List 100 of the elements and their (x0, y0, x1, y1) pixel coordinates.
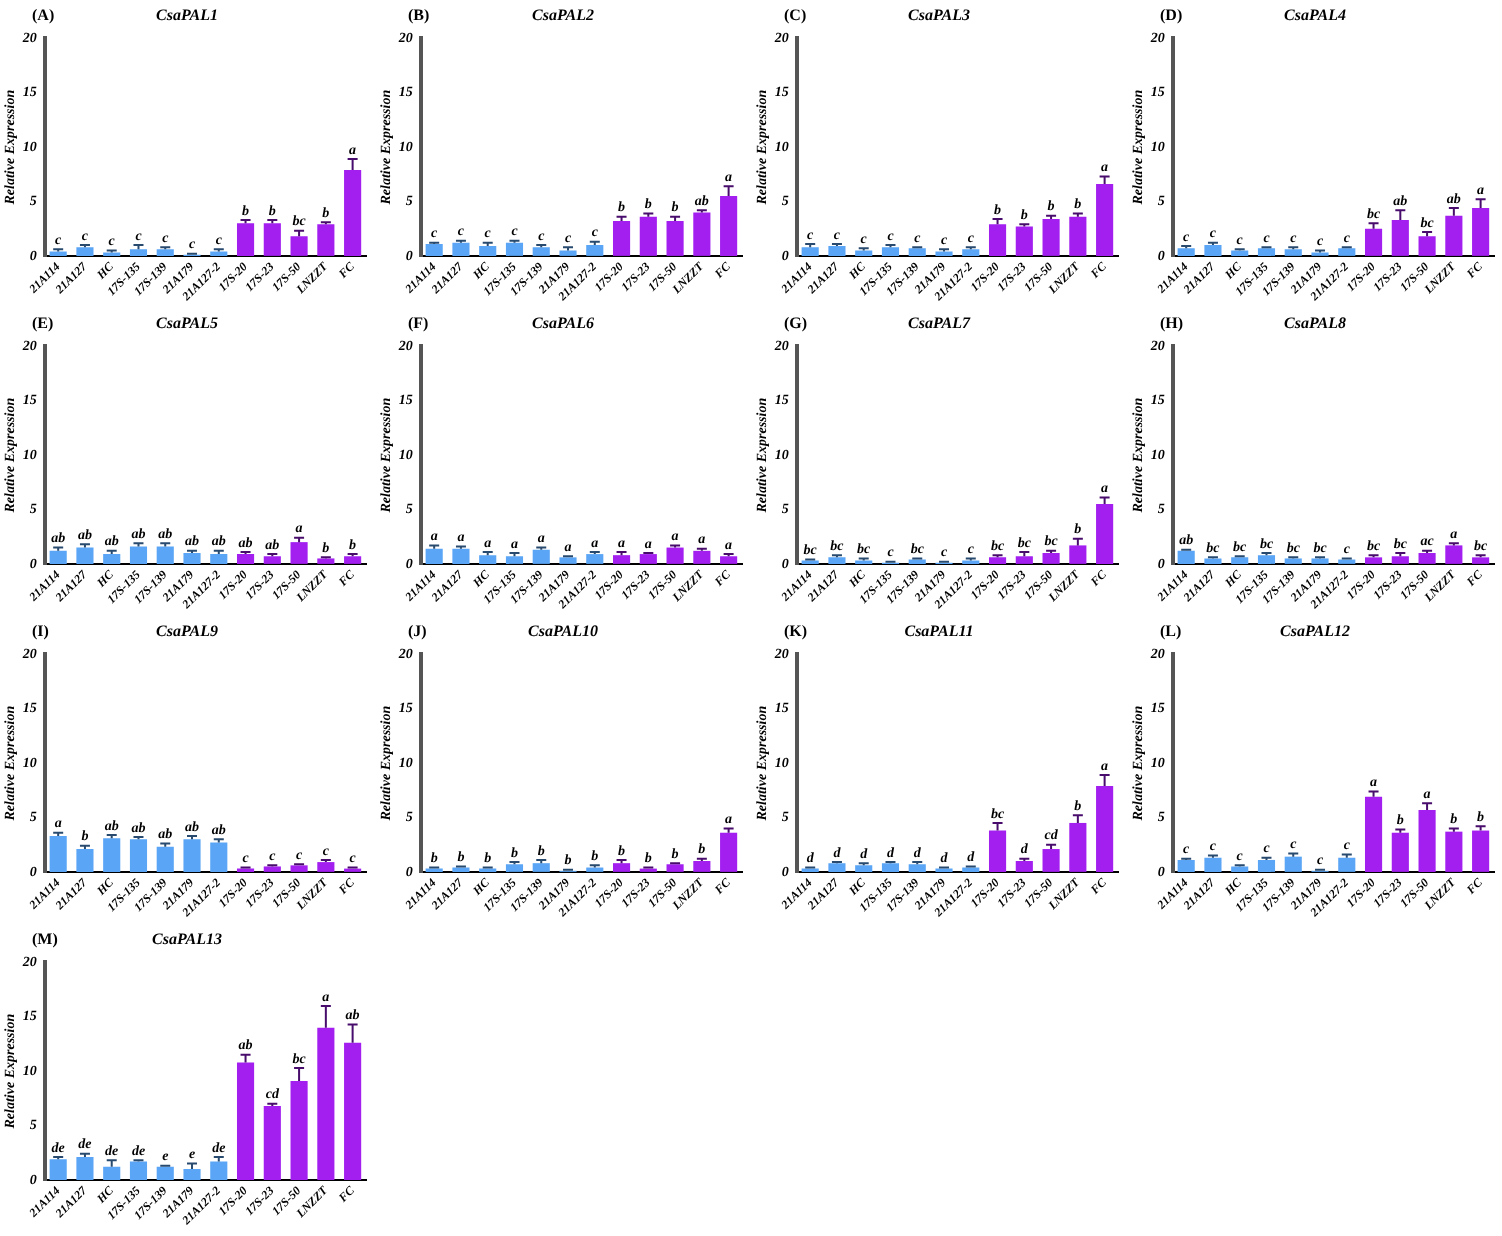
bar (290, 542, 308, 564)
bar (1472, 557, 1490, 564)
bar (1284, 856, 1302, 872)
bar (881, 247, 900, 256)
bar (1177, 248, 1195, 256)
bar (236, 1062, 255, 1180)
bar (290, 1080, 308, 1180)
text: (I) (32, 622, 49, 640)
bar (1204, 245, 1222, 256)
text: (M) (32, 930, 58, 948)
bar (962, 249, 980, 256)
bar (1015, 556, 1033, 564)
bar (76, 247, 94, 256)
bar (1472, 830, 1490, 872)
bar (612, 863, 631, 872)
chart-title: CsaPAL6 (532, 314, 594, 332)
bar (129, 546, 148, 564)
bar (666, 864, 684, 872)
bar (1257, 859, 1276, 872)
bar (693, 212, 711, 256)
bar (183, 553, 201, 564)
bar (156, 846, 174, 872)
bar (988, 224, 1007, 256)
bar (1257, 248, 1276, 256)
bar (317, 862, 335, 872)
bar (881, 863, 900, 872)
chart-title: CsaPAL1 (156, 6, 218, 24)
bar (76, 849, 94, 872)
bar (129, 249, 148, 256)
bar (290, 865, 308, 872)
bar (532, 863, 550, 872)
bar (908, 248, 926, 256)
bar (666, 221, 684, 256)
bar (639, 216, 657, 256)
text: (B) (408, 6, 430, 24)
bar (49, 550, 67, 564)
bar (183, 839, 201, 872)
bar (1364, 228, 1383, 256)
bar (1391, 219, 1409, 256)
bar (1284, 249, 1302, 256)
chart-title: CsaPAL10 (528, 622, 598, 640)
bar (290, 236, 308, 256)
chart-title: CsaPAL5 (156, 314, 218, 332)
text: (L) (1160, 622, 1182, 640)
bar (1042, 849, 1060, 872)
bar (1472, 208, 1490, 256)
bar (344, 169, 362, 256)
bar (1096, 785, 1114, 872)
bar (1177, 859, 1195, 872)
text: (H) (1160, 314, 1184, 332)
bar (183, 1169, 201, 1180)
chart-title: CsaPAL3 (908, 6, 970, 24)
bar (1257, 555, 1276, 564)
bar (828, 557, 846, 564)
bar (1445, 831, 1463, 872)
bar (1418, 809, 1436, 872)
bar (720, 832, 738, 872)
bar (1391, 556, 1409, 564)
bar (103, 838, 121, 872)
chart-title: CsaPAL7 (908, 314, 970, 332)
bar (828, 863, 846, 872)
bar (210, 842, 228, 872)
bar (156, 249, 174, 256)
chart-title: CsaPAL11 (904, 622, 974, 640)
bar (1069, 822, 1087, 872)
text: (A) (32, 6, 55, 24)
bar (317, 224, 335, 256)
text: (J) (408, 622, 427, 640)
bar (263, 223, 281, 256)
bar (1015, 861, 1033, 872)
bar (236, 223, 255, 256)
bar (1096, 504, 1114, 564)
bar (103, 1166, 121, 1180)
bar (1015, 226, 1033, 256)
bar (1069, 545, 1087, 564)
bar (1042, 218, 1060, 256)
chart-title: CsaPAL9 (156, 622, 218, 640)
bar (1364, 557, 1383, 564)
bar (1096, 184, 1114, 256)
text: (E) (32, 314, 54, 332)
bar (156, 1166, 174, 1180)
bar (344, 1042, 362, 1180)
bar (1445, 545, 1463, 564)
bar (801, 247, 819, 256)
chart-title: CsaPAL8 (1284, 314, 1346, 332)
bar (505, 864, 524, 872)
bar (129, 1161, 148, 1180)
bar (49, 835, 67, 872)
bar (1391, 832, 1409, 872)
bar (210, 1161, 228, 1180)
text: (F) (408, 314, 429, 332)
bar (988, 830, 1007, 872)
bar (210, 554, 228, 564)
bar (479, 246, 497, 256)
bar (1364, 796, 1383, 872)
bar (1418, 553, 1436, 564)
bar (1338, 248, 1356, 256)
bar (988, 557, 1007, 564)
chart-title: CsaPAL4 (1284, 6, 1346, 24)
bar (317, 1027, 335, 1180)
